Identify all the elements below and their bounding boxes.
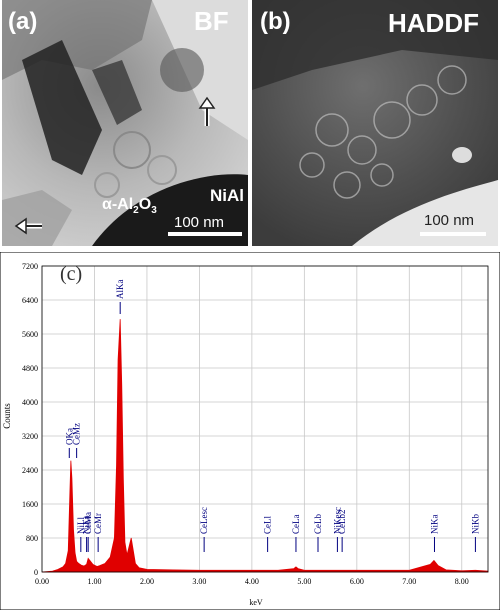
y-tick-label: 0 <box>34 568 38 577</box>
peak-label: AlKa <box>115 280 125 300</box>
chart-svg: 0.00 1.00 2.00 3.00 4.00 5.00 6.00 7.00 8.00 0 800… <box>0 252 500 610</box>
x-tick-label: 3.00 <box>192 577 206 586</box>
scale-bar-a <box>168 232 242 236</box>
eds-spectrum-chart: 0.00 1.00 2.00 3.00 4.00 5.00 6.00 7.00 8.00 0 800… <box>0 252 500 610</box>
peak-label: CeMz <box>72 423 82 445</box>
y-tick-label: 800 <box>26 534 38 543</box>
scale-bar-label-b: 100 nm <box>424 212 475 229</box>
y-tick-label: 3200 <box>22 432 38 441</box>
peak-label: NiLl <box>76 517 86 534</box>
x-tick-label: 2.00 <box>140 577 154 586</box>
x-tick-label: 7.00 <box>402 577 416 586</box>
y-tick-label: 6400 <box>22 296 38 305</box>
peak-label: OKa <box>64 428 74 445</box>
plot-frame <box>41 265 489 573</box>
panel-label-b: (b) <box>260 8 291 35</box>
scale-bar-b <box>420 232 486 236</box>
y-tick-label: 4800 <box>22 364 38 373</box>
y-axis-label: Counts <box>2 403 12 429</box>
imaging-mode-haddf: HADDF <box>388 8 479 38</box>
peak-label: CeLl <box>263 516 273 534</box>
spectrum-series <box>41 319 489 573</box>
stem-haddf-micrograph: (b) HADDF 100 nm <box>252 0 498 246</box>
haddf-image <box>252 0 498 246</box>
peak-label: CeLb <box>313 514 323 534</box>
tem-bf-micrograph: (a) BF α-Al2O3 NiAl 100 nm <box>2 0 248 246</box>
arrow-up-marker <box>198 96 216 126</box>
panel-label-a: (a) <box>8 8 38 35</box>
x-axis-label: keV <box>249 598 263 607</box>
x-tick-label: 8.00 <box>455 577 469 586</box>
arrow-left-marker <box>14 217 42 235</box>
peak-label: NiKa <box>429 515 439 535</box>
peak-label: CeLesc <box>199 507 209 534</box>
panel-label-c: (c) <box>60 263 82 285</box>
peak-label: CeLb2 <box>337 510 347 535</box>
peak-label: NiKb <box>470 514 480 534</box>
bf-image <box>2 0 248 246</box>
imaging-mode-bf: BF <box>194 6 229 36</box>
x-tick-label: 6.00 <box>350 577 364 586</box>
peak-label: CeLa <box>291 515 301 535</box>
peak-label: CeMr <box>93 513 103 534</box>
x-tick-label: 4.00 <box>245 577 259 586</box>
y-tick-label: 7200 <box>22 262 38 271</box>
y-tick-label: 1600 <box>22 500 38 509</box>
peak-label: NiKesc <box>332 507 342 534</box>
y-tick-label: 2400 <box>22 466 38 475</box>
phase-label-nial: NiAl <box>210 186 244 205</box>
peak-label: CeMa <box>83 512 93 534</box>
y-tick-label: 4000 <box>22 398 38 407</box>
x-tick-label: 0.00 <box>35 577 49 586</box>
peak-label: NiLa <box>82 516 92 535</box>
y-tick-label: 5600 <box>22 330 38 339</box>
x-tick-label: 1.00 <box>87 577 101 586</box>
x-tick-label: 5.00 <box>297 577 311 586</box>
scale-bar-label-a: 100 nm <box>174 214 225 231</box>
phase-label-alumina: α-Al2O3 <box>102 196 157 217</box>
